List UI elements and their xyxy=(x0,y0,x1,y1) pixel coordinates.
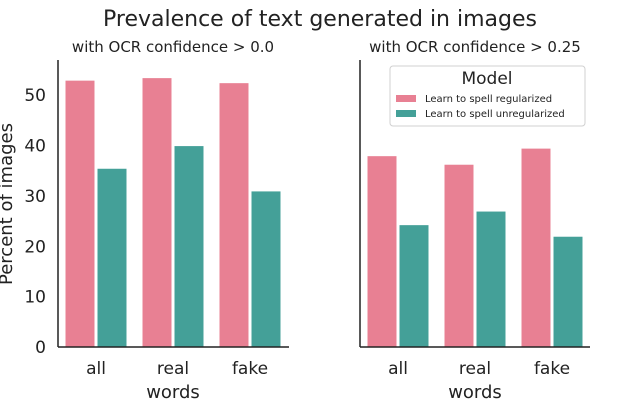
panel-right-x-label: words xyxy=(448,382,502,400)
panel-left-x-label: words xyxy=(146,382,200,400)
bar-unregularized-fake xyxy=(552,235,584,348)
y-tick-label-40: 40 xyxy=(24,137,46,157)
y-tick-label-50: 50 xyxy=(24,86,46,106)
panel-right-x-ticks: all real fake xyxy=(388,359,570,379)
bar-unregularized-all xyxy=(96,167,128,348)
bar-regularized-real xyxy=(443,163,475,348)
panel-left-y-ticks: 0 10 20 30 40 50 xyxy=(24,86,46,358)
panel-left-bars xyxy=(64,77,282,348)
x-tick-label-all: all xyxy=(86,359,106,379)
legend-box xyxy=(389,65,586,127)
bar-regularized-real xyxy=(141,77,173,348)
chart-title: Prevalence of text generated in images xyxy=(103,7,537,32)
legend-swatch-unregularized xyxy=(396,110,416,117)
panel-right: with OCR confidence > 0.25 all real fake w… xyxy=(359,38,590,400)
panel-right-bars xyxy=(366,147,584,348)
panel-left: with OCR confidence > 0.0 0 10 20 30 40 50 al… xyxy=(0,38,289,400)
legend: Model Learn to spell regularized Learn t… xyxy=(389,65,586,127)
legend-label-unregularized: Learn to spell unregularized xyxy=(425,109,565,120)
legend-swatch-regularized xyxy=(396,95,416,102)
y-tick-label-0: 0 xyxy=(35,338,46,358)
bar-unregularized-all xyxy=(398,224,430,348)
y-tick-label-10: 10 xyxy=(24,288,46,308)
x-tick-label-real: real xyxy=(157,359,189,379)
panel-left-x-ticks: all real fake xyxy=(86,359,268,379)
y-tick-label-20: 20 xyxy=(24,237,46,257)
bar-unregularized-real xyxy=(173,145,205,348)
x-tick-label-real: real xyxy=(459,359,491,379)
bar-unregularized-real xyxy=(475,210,507,348)
bar-regularized-fake xyxy=(218,82,250,348)
bar-unregularized-fake xyxy=(250,190,282,348)
y-tick-label-30: 30 xyxy=(24,187,46,207)
bar-regularized-all xyxy=(64,79,96,348)
x-tick-label-fake: fake xyxy=(534,359,570,379)
panel-right-subtitle: with OCR confidence > 0.25 xyxy=(369,38,581,56)
y-axis-label: Percent of images xyxy=(0,123,17,285)
x-tick-label-fake: fake xyxy=(232,359,268,379)
x-tick-label-all: all xyxy=(388,359,408,379)
legend-title: Model xyxy=(461,69,512,89)
legend-label-regularized: Learn to spell regularized xyxy=(425,94,552,105)
bar-regularized-fake xyxy=(520,147,552,348)
panel-left-subtitle: with OCR confidence > 0.0 xyxy=(72,38,274,56)
bar-regularized-all xyxy=(366,155,398,348)
